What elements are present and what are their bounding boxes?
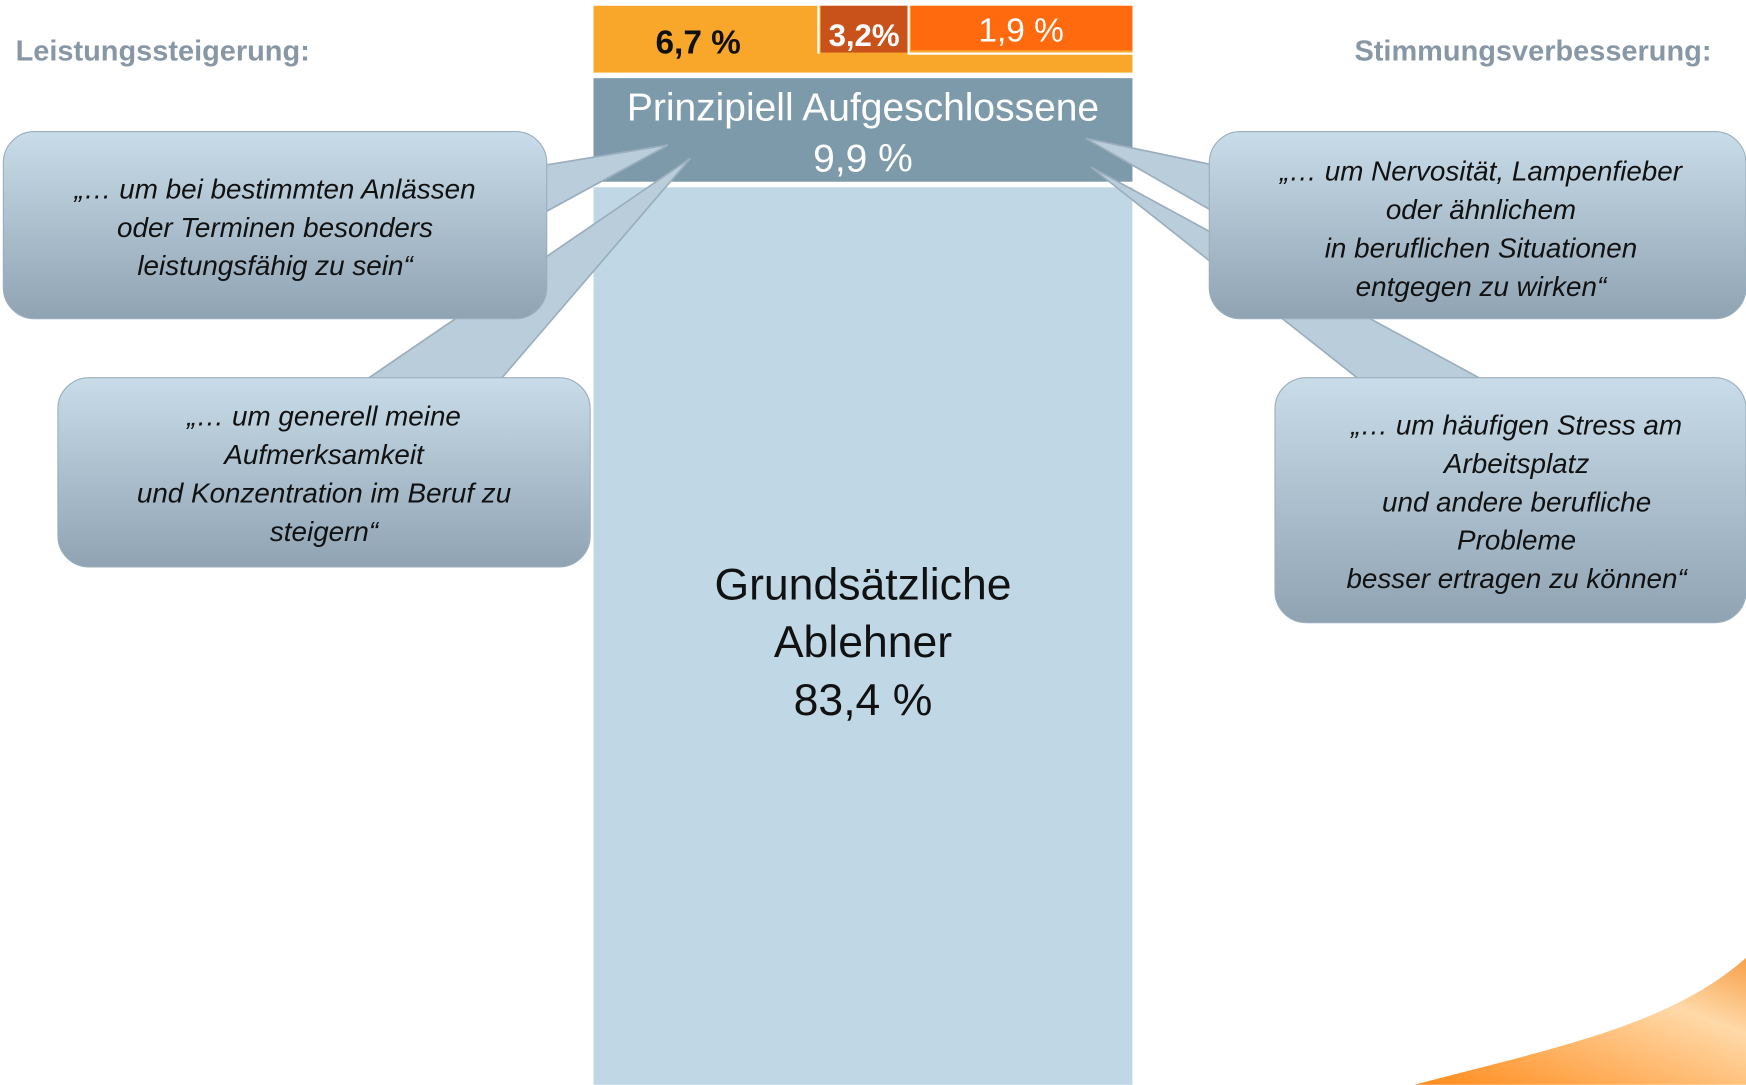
- callout-text: „… um Nervosität, Lampenfieber: [1279, 156, 1684, 187]
- callout-box: [1274, 377, 1746, 624]
- callout-text: entgegen zu wirken“: [1356, 271, 1608, 302]
- segment-bar: [820, 5, 908, 53]
- callout-box: [2, 131, 548, 320]
- callout-text: Probleme: [1457, 525, 1576, 556]
- callout-text: oder Terminen besonders: [117, 212, 433, 243]
- callout-text: besser ertragen zu können“: [1346, 563, 1688, 594]
- ablehner-text: Ablehner: [774, 618, 952, 667]
- aufgeschlossene-name: Prinzipiell Aufgeschlossene: [627, 86, 1099, 129]
- aufgeschlossene-value: 9,9 %: [813, 138, 913, 181]
- segment-label: 6,7 %: [655, 25, 740, 62]
- callout-text: in beruflichen Situationen: [1325, 232, 1638, 263]
- callout-text: oder ähnlichem: [1386, 194, 1576, 225]
- callout-box: [57, 377, 591, 568]
- callout-text: steigern“: [270, 516, 380, 547]
- ablehner-box: [593, 187, 1133, 1085]
- callout-box: [1208, 131, 1746, 320]
- callout-text: Arbeitsplatz: [1442, 448, 1589, 479]
- callout-text: „… um häufigen Stress am: [1350, 409, 1682, 440]
- ablehner-text: Grundsätzliche: [714, 560, 1011, 609]
- swoosh: [1414, 957, 1746, 1085]
- callout-text: „… um bei bestimmten Anlässen: [73, 173, 475, 204]
- right-title: Stimmungsverbesserung:: [1354, 35, 1711, 67]
- callout-text: „… um generell meine: [186, 401, 461, 432]
- segment-label: 1,9 %: [978, 12, 1063, 49]
- callout-text: leistungsfähig zu sein“: [137, 250, 414, 281]
- left-title: Leistungssteigerung:: [16, 35, 310, 67]
- segment-label: 3,2%: [829, 18, 900, 53]
- callout-text: und andere berufliche: [1382, 486, 1651, 517]
- callout-text: und Konzentration im Beruf zu: [137, 477, 511, 508]
- callout-text: Aufmerksamkeit: [222, 439, 425, 470]
- segment-bar: [910, 5, 1133, 51]
- ablehner-text: 83,4 %: [794, 676, 933, 725]
